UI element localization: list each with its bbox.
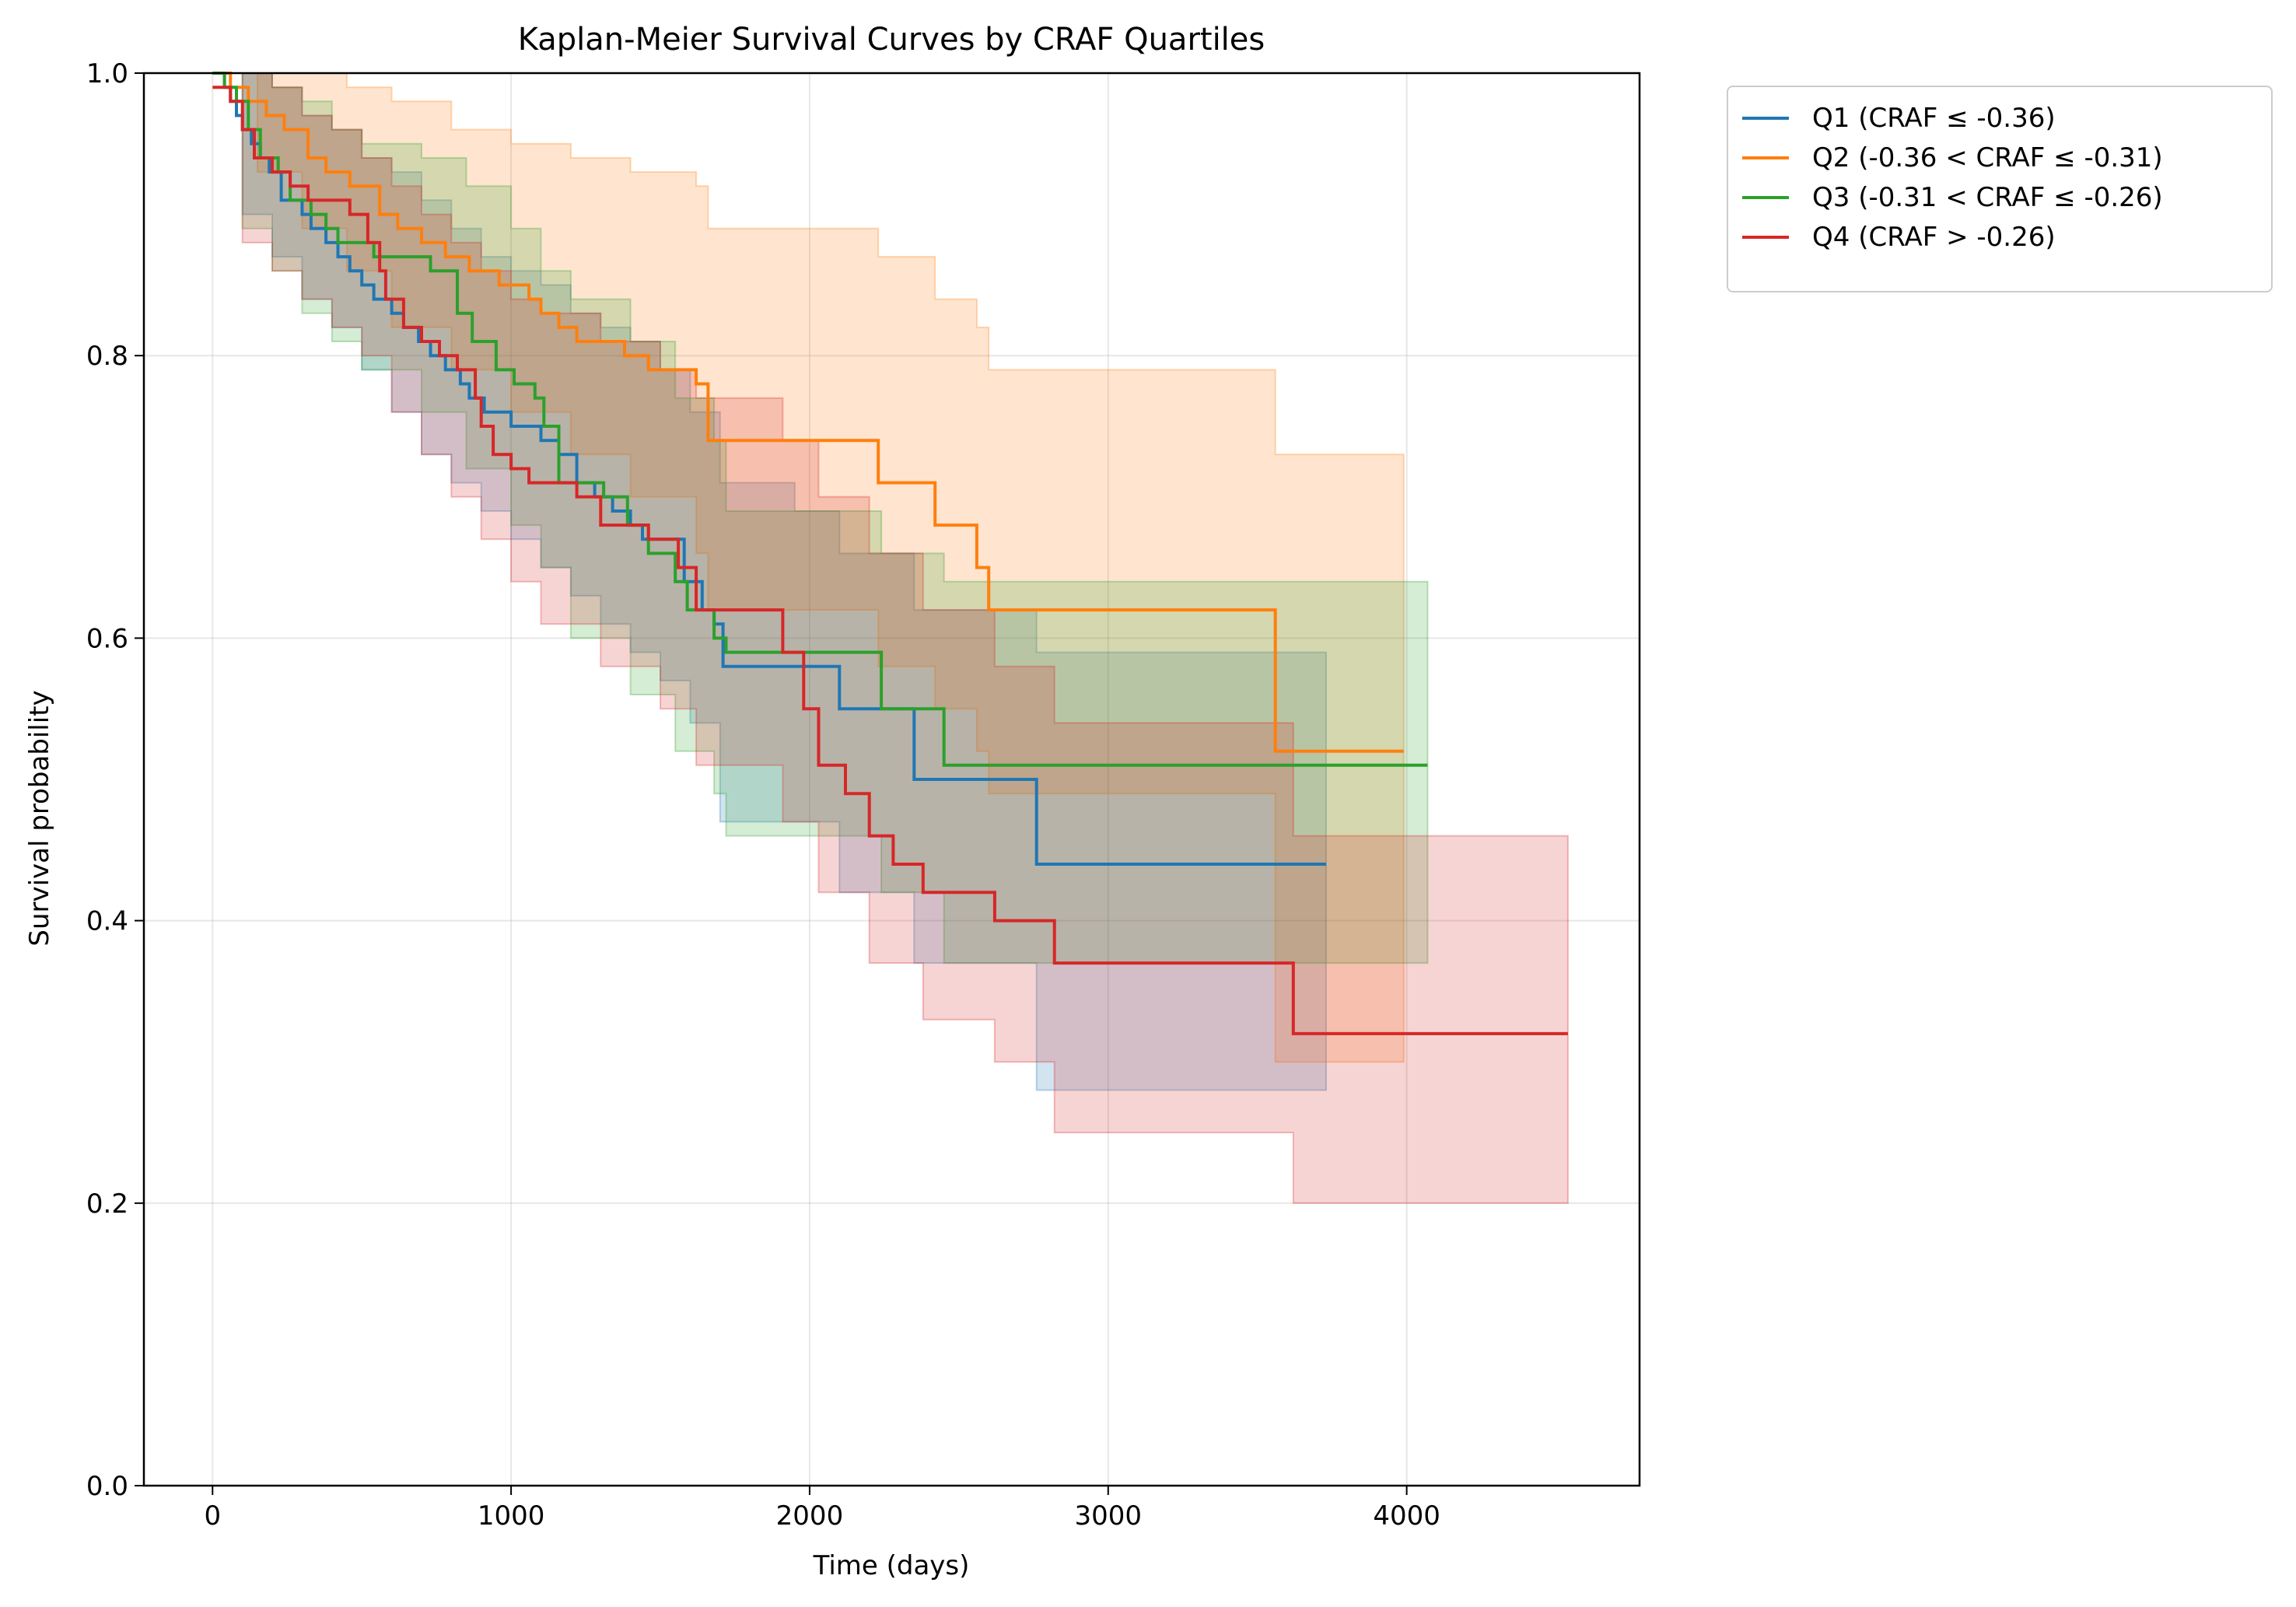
ci-band-3 bbox=[212, 72, 1429, 965]
y-tick-label: 0.6 bbox=[86, 623, 128, 654]
ci-band-4 bbox=[212, 72, 1569, 1204]
plot-frame bbox=[142, 72, 1641, 1487]
survival-curve-4 bbox=[212, 86, 1568, 1035]
survival-curve-3 bbox=[212, 72, 1428, 767]
legend-item-q3: Q3 (-0.31 < CRAF ≤ -0.26) bbox=[1742, 177, 2257, 217]
confidence-bands bbox=[212, 72, 1569, 1204]
x-axis-label: Time (days) bbox=[813, 1550, 970, 1581]
legend-item-q4: Q4 (CRAF > -0.26) bbox=[1742, 217, 2257, 257]
legend-label-q3: Q3 (-0.31 < CRAF ≤ -0.26) bbox=[1812, 181, 2163, 213]
y-tick-label: 1.0 bbox=[86, 58, 128, 89]
legend-label-q1: Q1 (CRAF ≤ -0.36) bbox=[1812, 102, 2056, 134]
legend-label-q4: Q4 (CRAF > -0.26) bbox=[1812, 221, 2056, 253]
axis-ticks: 0 1000 2000 3000 4000 0.0 0.2 0.4 0.6 0.8 1.0 bbox=[86, 58, 1440, 1532]
x-tick-label: 4000 bbox=[1373, 1500, 1440, 1532]
survival-curve-2 bbox=[212, 72, 1404, 753]
legend-swatch-q1 bbox=[1742, 116, 1789, 120]
legend-swatch-q3 bbox=[1742, 195, 1789, 199]
legend: Q1 (CRAF ≤ -0.36) Q2 (-0.36 < CRAF ≤ -0.… bbox=[1727, 86, 2273, 292]
legend-item-q1: Q1 (CRAF ≤ -0.36) bbox=[1742, 98, 2257, 138]
survival-curves bbox=[212, 72, 1568, 1035]
y-tick-label: 0.4 bbox=[86, 906, 128, 937]
y-tick-label: 0.2 bbox=[86, 1189, 128, 1220]
legend-label-q2: Q2 (-0.36 < CRAF ≤ -0.31) bbox=[1812, 142, 2163, 173]
legend-swatch-q4 bbox=[1742, 235, 1789, 239]
x-tick-label: 3000 bbox=[1075, 1500, 1143, 1532]
y-tick-label: 0.0 bbox=[86, 1471, 128, 1502]
y-axis-label: Survival probability bbox=[24, 690, 55, 946]
y-tick-label: 0.8 bbox=[86, 341, 128, 372]
x-tick-label: 1000 bbox=[478, 1500, 545, 1532]
ci-band-1 bbox=[212, 72, 1327, 1091]
chart-title: Kaplan-Meier Survival Curves by CRAF Qua… bbox=[518, 22, 1265, 58]
legend-item-q2: Q2 (-0.36 < CRAF ≤ -0.31) bbox=[1742, 138, 2257, 177]
legend-swatch-q2 bbox=[1742, 156, 1789, 159]
x-tick-label: 0 bbox=[204, 1500, 221, 1532]
x-tick-label: 2000 bbox=[776, 1500, 844, 1532]
